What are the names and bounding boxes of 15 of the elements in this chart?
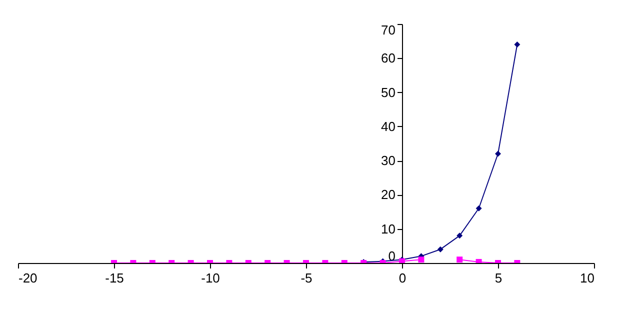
x-tick-label: 5 [494,270,502,286]
y-tick-label: 70 [381,22,396,38]
y-tick-label: 50 [381,84,396,100]
x-tick-label: 10 [580,270,594,286]
y-tick-label: 30 [381,153,396,168]
y-tick-label: 40 [381,118,396,134]
x-tick-label: -5 [300,270,312,286]
y-tick-label: 60 [381,50,396,66]
x-tick-label: 0 [398,270,406,286]
y-tick-label: 0 [388,248,396,264]
y-tick-label: 20 [381,187,396,202]
x-tick-label: -10 [201,270,220,286]
x-tick-label: -15 [105,270,124,286]
x-tick-label: -20 [18,270,38,286]
y-tick-label: 10 [381,221,396,236]
